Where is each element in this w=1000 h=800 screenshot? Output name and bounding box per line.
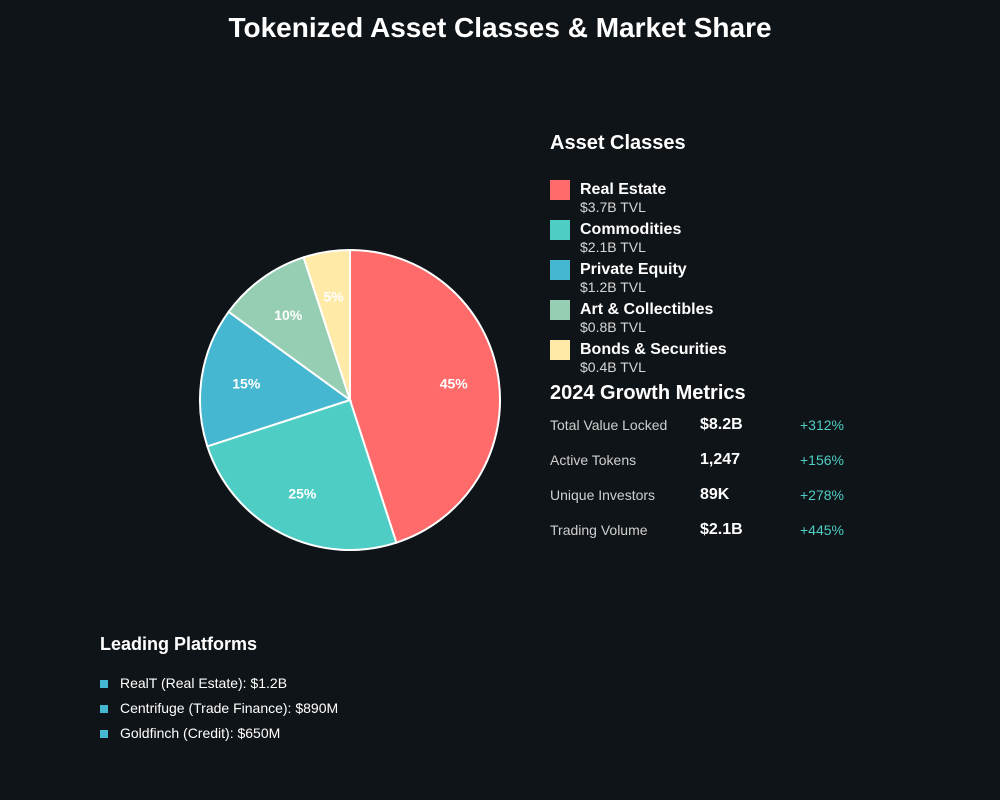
pie-slice-private-equity (199, 310, 353, 448)
legend-tvl: $0.4B TVL (580, 359, 646, 375)
legend-name: Art & Collectibles (580, 301, 714, 318)
pie-slice-label: 45% (440, 376, 469, 392)
pie-slice-commodities (206, 398, 398, 551)
legend-title: Asset Classes (550, 132, 686, 154)
pie-slice-bonds-securities (302, 248, 351, 401)
metric-value: $8.2B (700, 416, 743, 433)
metric-change: +445% (800, 522, 844, 538)
legend-swatch (550, 340, 570, 360)
metric-row-trading-volume: Trading Volume $2.1B +445% (550, 521, 870, 541)
platform-text: Goldfinch (Credit): $650M (120, 725, 281, 741)
platforms-title: Leading Platforms (100, 634, 258, 654)
metric-row-unique-investors: Unique Investors 89K +278% (550, 486, 870, 506)
chart-title: Tokenized Asset Classes & Market Share (228, 12, 772, 43)
bullet-icon (100, 730, 108, 738)
metric-value: $2.1B (700, 521, 743, 538)
legend-tvl: $0.8B TVL (580, 319, 646, 335)
pie-slice-real-estate (349, 248, 501, 544)
platform-text: Centrifuge (Trade Finance): $890M (120, 700, 339, 716)
pie-slice-label: 15% (232, 376, 261, 392)
metric-change: +156% (800, 452, 844, 468)
metric-row-total-value-locked: Total Value Locked $8.2B +312% (550, 416, 870, 436)
legend-swatch (550, 180, 570, 200)
bullet-icon (100, 705, 108, 713)
legend-name: Private Equity (580, 261, 687, 278)
legend-tvl: $1.2B TVL (580, 279, 646, 295)
pie-slice-label: 25% (288, 486, 317, 502)
metric-change: +278% (800, 487, 844, 503)
legend-name: Real Estate (580, 181, 667, 198)
pie-chart: 45% 25% 15% 10% 5% (199, 248, 501, 551)
platform-text: RealT (Real Estate): $1.2B (120, 675, 288, 691)
metric-row-active-tokens: Active Tokens 1,247 +156% (550, 451, 870, 471)
legend-swatch (550, 300, 570, 320)
legend-tvl: $3.7B TVL (580, 199, 646, 215)
metric-label: Trading Volume (550, 522, 648, 538)
legend-name: Commodities (580, 221, 682, 238)
metric-label: Active Tokens (550, 452, 637, 468)
legend-swatch (550, 220, 570, 240)
metric-label: Total Value Locked (550, 417, 668, 433)
metric-label: Unique Investors (550, 487, 656, 503)
metric-value: 1,247 (700, 451, 741, 468)
legend-swatch (550, 260, 570, 280)
bullet-icon (100, 680, 108, 688)
metric-value: 89K (700, 486, 730, 503)
pie-slice-label: 5% (323, 288, 344, 304)
pie-slice-label: 10% (274, 307, 303, 323)
metric-change: +312% (800, 417, 844, 433)
legend-tvl: $2.1B TVL (580, 239, 646, 255)
pie-slice-art-collectibles (227, 256, 352, 403)
legend-name: Bonds & Securities (580, 341, 727, 358)
growth-metrics-title: 2024 Growth Metrics (550, 382, 746, 404)
